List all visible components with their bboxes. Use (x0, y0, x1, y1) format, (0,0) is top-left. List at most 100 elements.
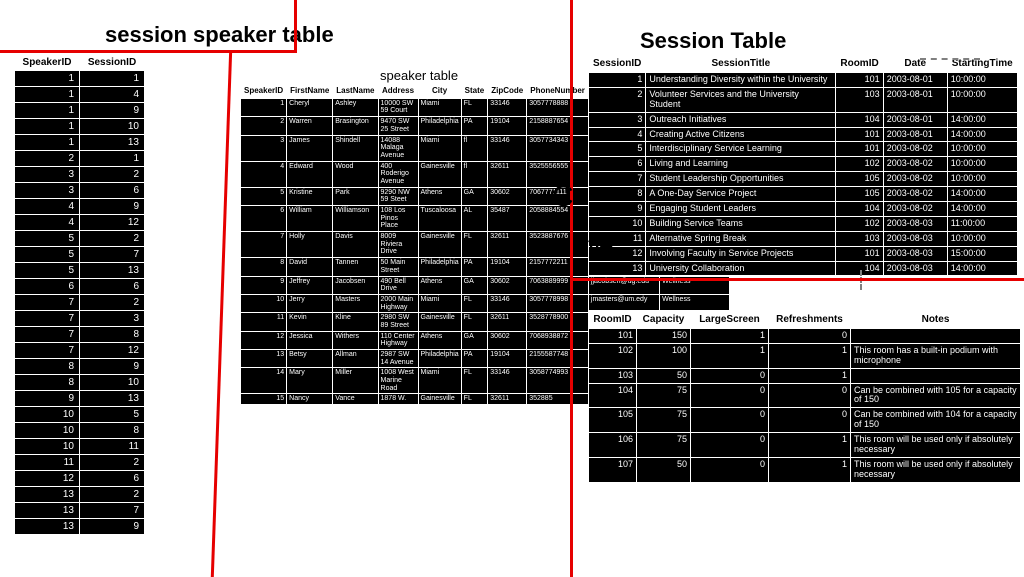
table-cell: 11 (241, 313, 287, 331)
table-cell: University Collaboration (646, 261, 836, 276)
table-row: 13University Collaboration1042003-08-031… (589, 261, 1018, 276)
table-row: 9Engaging Student Leaders1042003-08-0214… (589, 202, 1018, 217)
table-cell: 101 (836, 142, 883, 157)
speaker-title: speaker table (380, 68, 458, 83)
table-cell: Davis (333, 232, 378, 258)
table-row: 19 (15, 103, 145, 119)
table-cell: 13 (15, 503, 80, 519)
table-cell: 0 (769, 383, 851, 408)
table-cell: 10 (80, 119, 145, 135)
table-row: 712 (15, 343, 145, 359)
table-cell: 352885 (527, 394, 589, 405)
table-cell: Miami (418, 368, 461, 394)
table-cell: PA (461, 258, 488, 276)
dashed-line (920, 58, 980, 60)
table-cell: 102 (836, 216, 883, 231)
table-cell: fl (461, 135, 488, 161)
table-cell: 14 (241, 368, 287, 394)
table-cell: Understanding Diversity within the Unive… (646, 73, 836, 88)
table-row: 1Understanding Diversity within the Univ… (589, 73, 1018, 88)
table-cell: 104 (836, 202, 883, 217)
column-header: PhoneNumber (527, 85, 589, 99)
table-cell: 4 (241, 161, 287, 187)
table-cell: 2003-08-01 (883, 73, 947, 88)
column-header: RoomID (589, 311, 637, 329)
table-cell: 13 (241, 350, 287, 368)
table-row: 913 (15, 391, 145, 407)
table-cell: 75 (637, 408, 691, 433)
table-cell: Engaging Student Leaders (646, 202, 836, 217)
column-header: RoomID (836, 55, 883, 73)
table-cell: 5 (80, 407, 145, 423)
table-cell: 8 (80, 423, 145, 439)
table-cell: 2987 SW 14 Avenue (378, 350, 418, 368)
table-cell: 12 (15, 471, 80, 487)
table-cell: 3 (241, 135, 287, 161)
table-cell: 50 (637, 457, 691, 482)
table-cell: 3057778888 (527, 98, 589, 116)
table-cell: 1878 W. (378, 394, 418, 405)
table-cell: 9 (80, 519, 145, 535)
table-cell: 2003-08-03 (883, 246, 947, 261)
table-cell: 32611 (488, 232, 527, 258)
table-cell: FL (461, 368, 488, 394)
table-cell (851, 329, 1021, 344)
table-cell: 4 (15, 215, 80, 231)
table-cell: 7 (80, 247, 145, 263)
column-header: City (418, 85, 461, 99)
table-cell: 3 (15, 167, 80, 183)
table-cell: 1 (691, 329, 769, 344)
table-cell: Withers (333, 331, 378, 349)
session-table: SessionIDSessionTitleRoomIDDateStartingT… (588, 54, 1018, 276)
column-header: SessionID (589, 55, 646, 73)
table-cell: 150 (637, 329, 691, 344)
table-cell: 13 (80, 391, 145, 407)
table-cell: 6 (241, 206, 287, 232)
column-header: Notes (851, 311, 1021, 329)
table-cell: Mary (287, 368, 333, 394)
table-cell: 8 (15, 359, 80, 375)
table-cell: Allman (333, 350, 378, 368)
table-cell: 6 (589, 157, 646, 172)
table-cell: 2003-08-02 (883, 157, 947, 172)
table-cell: 1 (769, 457, 851, 482)
table-cell: 106 (589, 433, 637, 458)
table-cell: 13 (15, 519, 80, 535)
table-cell: Outreach Initiatives (646, 112, 836, 127)
column-header: SessionID (80, 55, 145, 71)
room-table: RoomIDCapacityLargeScreenRefreshmentsNot… (588, 310, 1021, 483)
table-cell: 2003-08-02 (883, 202, 947, 217)
table-cell: 10 (15, 423, 80, 439)
table-cell: 10:00:00 (947, 231, 1017, 246)
table-cell: 104 (589, 383, 637, 408)
table-row: 12Involving Faculty in Service Projects1… (589, 246, 1018, 261)
table-cell: 50 Main Street (378, 258, 418, 276)
table-cell: 101 (589, 329, 637, 344)
table-row: 78 (15, 327, 145, 343)
table-row: 10Building Service Teams1022003-08-0311:… (589, 216, 1018, 231)
table-cell: 3057778998 (527, 294, 589, 312)
table-cell: 103 (589, 368, 637, 383)
table-cell: 6 (80, 279, 145, 295)
table-cell: 12 (80, 343, 145, 359)
table-cell: 105 (836, 187, 883, 202)
table-cell: 11 (80, 439, 145, 455)
table-cell: Miami (418, 135, 461, 161)
table-cell: 10 (15, 439, 80, 455)
table-cell: 30602 (488, 276, 527, 294)
table-cell: Alternative Spring Break (646, 231, 836, 246)
table-cell: 2 (15, 151, 80, 167)
table-cell: Betsy (287, 350, 333, 368)
table-cell: FL (461, 98, 488, 116)
table-cell: FL (461, 313, 488, 331)
table-row: 110 (15, 119, 145, 135)
table-cell: Can be combined with 105 for a capacity … (851, 383, 1021, 408)
column-header: SessionTitle (646, 55, 836, 73)
session-title: Session Table (640, 28, 786, 54)
table-cell: 1 (769, 343, 851, 368)
table-cell: 13 (80, 263, 145, 279)
table-cell: 75 (637, 433, 691, 458)
table-cell: 5 (589, 142, 646, 157)
table-row: 139 (15, 519, 145, 535)
table-cell: 101 (836, 246, 883, 261)
